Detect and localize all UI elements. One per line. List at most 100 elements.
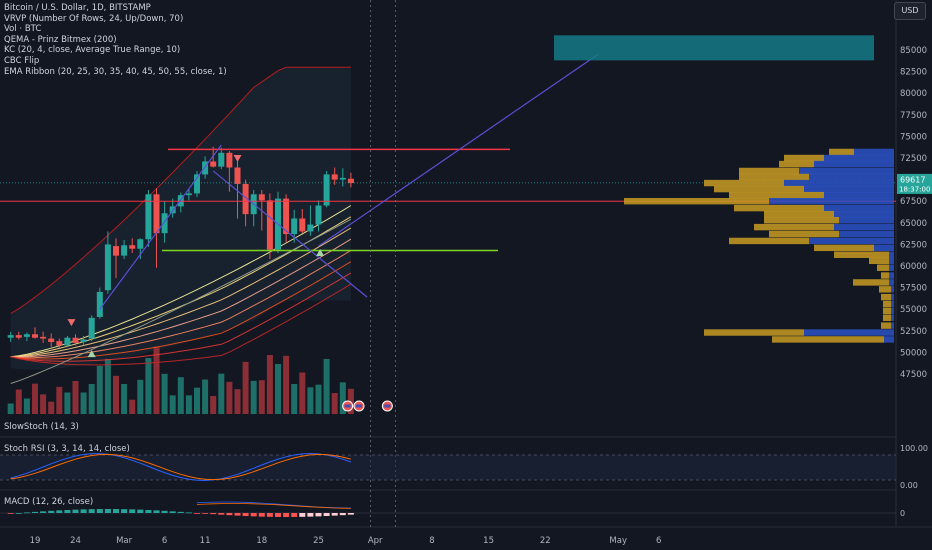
volume-bar [194,387,200,414]
volume-bar [7,403,14,414]
stoch-rsi-label[interactable]: Stoch RSI (3, 3, 14, 14, close) [4,444,130,454]
volume-bar [291,384,298,414]
time-tick-label: 6 [162,536,167,546]
legend-vrvp[interactable]: VRVP (Number Of Rows, 24, Up/Down, 70) [4,13,184,24]
macd-histogram-bar [226,513,233,516]
legend-cbc-flip[interactable]: CBC Flip [4,55,40,66]
ema-ribbon-line [10,261,352,360]
candle-body [299,218,306,232]
legend-ema-ribbon[interactable]: EMA Ribbon (20, 25, 30, 35, 40, 45, 50, … [4,66,227,77]
candle-body [15,335,22,338]
candle-body [185,193,192,196]
symbol-title[interactable]: Bitcoin / U.S. Dollar, 1D, BITSTAMP [4,3,151,13]
time-tick-label: 25 [313,536,324,546]
macd-axis-label: 0 [900,509,905,518]
macd-histogram-bar [331,513,338,516]
macd-histogram-bar [234,513,241,516]
candle-body [226,152,233,168]
vrvp-bar-down [881,293,891,301]
time-tick-label: Mar [116,536,133,546]
candle-body [96,291,103,317]
legend-kc[interactable]: KC (20, 4, close, Average True Range, 10… [4,45,181,56]
vrvp-bar-down [879,286,891,293]
macd-histogram-bar [194,513,200,514]
currency-button[interactable]: USD [894,2,926,20]
slowstoch-label[interactable]: SlowStoch (14, 3) [4,422,79,432]
macd-histogram-bar [169,511,176,513]
vrvp-bar-up [889,257,894,265]
vrvp-bar-down [784,154,824,162]
volume-bar [258,380,265,414]
vrvp-bar-up [799,167,894,175]
macd-histogram-bar [315,513,322,517]
vrvp-bar-down [829,148,854,156]
macd-histogram-bar [153,510,160,513]
candle-body [129,245,136,249]
volume-bar [283,355,290,414]
price-tick-label: 77500 [900,111,927,121]
vrvp-bar-down [764,210,834,218]
vrvp-bar-up [834,223,894,231]
vrvp-bar-down [853,279,889,286]
macd-histogram-bar [299,513,306,517]
candle-body [331,174,338,180]
volume-bar [323,359,330,414]
volume-bar [64,392,71,414]
buy-signal-marker [87,350,96,358]
macd-label[interactable]: MACD (12, 26, close) [4,497,94,507]
vrvp-bar-up [809,173,894,181]
vrvp-bar-up [839,230,894,238]
candle-body [23,334,30,337]
vrvp-bar-down [814,244,874,252]
macd-histogram-bar [145,509,152,513]
macd-histogram-bar [202,513,209,514]
macd-histogram-bar [88,509,95,513]
candle-body [64,337,71,346]
volume-bar [210,396,217,414]
time-tick-label: May [609,536,627,546]
vrvp-bar-up [824,154,894,162]
candle-body [266,200,273,250]
volume-bar [88,384,95,414]
indicator-legend: Bitcoin / U.S. Dollar, 1D, BITSTAMP VRVP… [4,3,227,77]
candle-body [40,336,47,339]
vrvp-bar-up [889,272,894,279]
qema-line [10,218,352,384]
macd-histogram-bar [40,511,47,513]
macd-histogram-bar [64,509,71,513]
macd-histogram-bar [32,511,38,513]
ema-ribbon-line [10,283,352,366]
legend-volume[interactable]: Vol · BTC [4,24,42,35]
vrvp-bar-down [869,257,889,265]
time-tick-label: 6 [656,536,661,546]
macd-histogram-bar [275,513,281,517]
volume-bar [104,359,111,414]
macd-histogram-bar [291,513,298,517]
macd-histogram-bar [218,513,225,515]
volume-bar [40,394,47,414]
volume-bar [32,383,38,414]
time-tick-label: 22 [540,536,551,546]
volume-bar [339,382,346,414]
legend-qema[interactable]: QEMA - Prinz Bitmex (200) [4,34,117,45]
buy-signal-marker [316,249,325,257]
last-price-value: 69617 [900,175,925,184]
price-tick-label: 80000 [900,89,927,99]
time-tick-label: Apr [368,536,383,546]
candle-body [80,339,87,343]
volume-bar [96,365,103,414]
macd-histogram-bar [210,513,217,515]
sell-signal-marker [67,319,76,327]
price-tick-label: 52500 [900,327,927,337]
candle-body [113,246,119,256]
ema-ribbon-line [10,238,352,358]
vrvp-bar-up [769,198,894,205]
price-tick-label: 65000 [900,219,927,229]
volume-bar [275,364,281,414]
vrvp-bar-down [769,230,839,238]
macd-histogram-bar [242,513,249,517]
vrvp-bar-down [739,167,799,175]
candle-body [145,194,152,240]
volume-bar [48,401,55,414]
vrvp-bar-down [704,329,804,336]
